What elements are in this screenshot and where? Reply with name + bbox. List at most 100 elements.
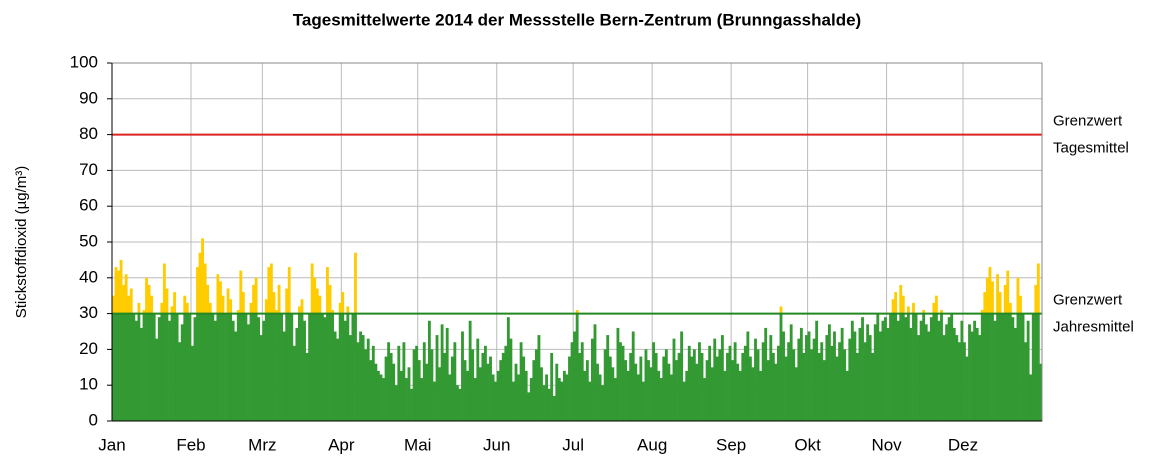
bar	[598, 374, 602, 421]
bar	[435, 335, 439, 421]
bar	[496, 370, 500, 421]
bar-exceed	[162, 263, 166, 314]
bar	[180, 324, 184, 421]
x-tick-label: Mrz	[248, 435, 276, 454]
bar	[912, 313, 915, 421]
bar	[942, 335, 946, 421]
bar	[991, 313, 994, 421]
bar-exceed	[1006, 270, 1010, 314]
x-tick-label: Dez	[948, 435, 978, 454]
bar	[657, 370, 661, 421]
bar-exceed	[906, 306, 910, 314]
bar	[305, 352, 309, 421]
bar	[700, 352, 704, 421]
x-tick-label: Okt	[794, 435, 821, 454]
bar	[1011, 317, 1015, 421]
bar	[769, 335, 773, 421]
bar	[524, 370, 528, 421]
bar	[904, 317, 908, 421]
bar	[585, 360, 589, 421]
bar	[794, 367, 798, 421]
bar	[873, 324, 877, 421]
bar-exceed	[196, 267, 199, 314]
bar	[140, 327, 143, 421]
bar	[932, 313, 936, 421]
bar	[996, 313, 999, 421]
bar	[583, 370, 587, 421]
bar	[606, 335, 610, 421]
bar	[764, 327, 768, 421]
bar	[738, 370, 742, 421]
bar	[461, 331, 464, 421]
threshold-label: Jahresmittel	[1053, 319, 1134, 336]
bar-exceed	[216, 274, 220, 314]
bar	[219, 313, 222, 421]
bar-exceed	[252, 284, 255, 314]
bar	[822, 360, 826, 421]
bar	[853, 331, 857, 421]
bar	[267, 313, 271, 421]
bar	[117, 313, 120, 421]
bar	[1008, 313, 1012, 421]
bar-exceed	[287, 267, 291, 314]
bar	[129, 313, 133, 421]
bar	[514, 363, 518, 421]
bar-exceed	[170, 306, 174, 314]
bar	[112, 313, 115, 421]
bar	[264, 313, 268, 421]
bar-exceed	[346, 306, 350, 314]
bar	[799, 327, 803, 421]
bar	[573, 331, 577, 421]
bar-exceed	[165, 288, 169, 314]
bar	[825, 335, 829, 421]
bar	[438, 367, 441, 421]
bar	[570, 342, 574, 421]
bar	[275, 313, 278, 421]
bar	[532, 360, 536, 421]
bar	[298, 313, 301, 421]
bar	[557, 378, 561, 421]
bar	[346, 313, 350, 421]
bar	[947, 317, 951, 421]
bar	[596, 363, 599, 421]
bar	[550, 352, 554, 421]
bar	[664, 349, 668, 421]
bar	[376, 370, 380, 421]
bar-exceed	[300, 299, 304, 314]
bar	[759, 370, 763, 421]
threshold-label: Grenzwert	[1053, 292, 1123, 309]
bar	[952, 327, 956, 421]
bar	[323, 317, 327, 421]
bar-exceed	[173, 292, 176, 314]
bar	[364, 349, 368, 421]
bar	[636, 374, 640, 421]
bar	[547, 388, 551, 421]
y-tick-label: 0	[89, 410, 98, 429]
bar	[603, 349, 607, 421]
bar	[326, 313, 329, 421]
bar	[766, 360, 770, 421]
bar	[937, 320, 941, 421]
bar	[975, 327, 979, 421]
bar	[713, 338, 717, 421]
bar	[685, 370, 689, 421]
bar	[906, 313, 910, 421]
bar	[1034, 313, 1038, 421]
y-tick-label: 60	[79, 196, 98, 215]
bar-exceed	[575, 310, 579, 314]
bar	[384, 356, 388, 421]
bar	[980, 313, 984, 421]
bar	[481, 352, 485, 421]
bar	[310, 313, 314, 421]
bar-exceed	[129, 288, 133, 314]
bar	[736, 363, 740, 421]
bar	[175, 313, 179, 421]
x-tick-label: Feb	[176, 435, 205, 454]
bar	[183, 313, 187, 421]
bar	[1036, 313, 1040, 421]
bar	[751, 367, 755, 421]
bar	[272, 313, 276, 421]
bar-exceed	[119, 259, 123, 314]
bar	[114, 313, 118, 421]
bar	[876, 313, 880, 421]
